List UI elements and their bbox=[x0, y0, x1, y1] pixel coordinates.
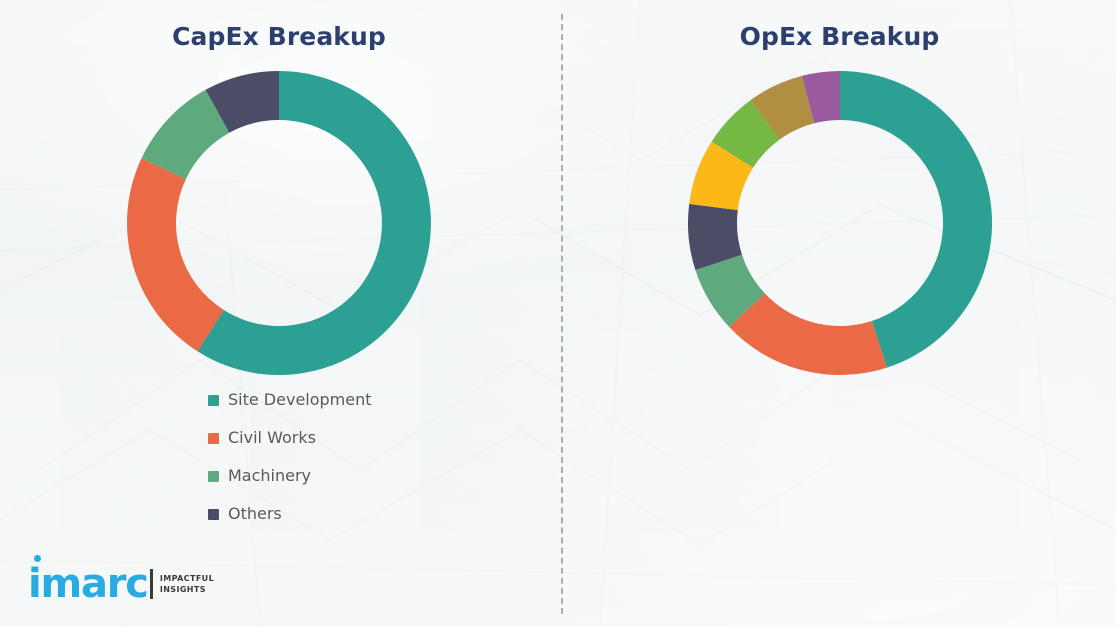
opex-slice-transportation[interactable] bbox=[688, 141, 753, 211]
logo-tagline-line2: INSIGHTS bbox=[159, 585, 206, 594]
logo-tagline-line1: IMPACTFUL bbox=[159, 574, 215, 583]
legend-swatch-civil-works bbox=[208, 432, 219, 444]
vertical-dashed-divider bbox=[561, 14, 563, 614]
legend-label-civil-works: Civil Works bbox=[228, 428, 316, 447]
legend-item-others[interactable]: Others bbox=[208, 506, 372, 522]
capex-slice-civil-works[interactable] bbox=[127, 158, 224, 352]
legend-label-machinery: Machinery bbox=[228, 466, 312, 485]
logo-divider-bar bbox=[149, 569, 153, 599]
opex-donut-chart bbox=[687, 71, 992, 375]
opex-slice-depreciation[interactable] bbox=[750, 75, 814, 140]
capex-donut-chart bbox=[127, 70, 431, 375]
opex-slice-overheads[interactable] bbox=[711, 100, 779, 168]
opex-panel: OpEx Breakup bbox=[563, 0, 1116, 627]
opex-slice-taxes[interactable] bbox=[694, 254, 765, 327]
legend-swatch-others bbox=[208, 508, 219, 520]
capex-slice-site-development[interactable] bbox=[197, 71, 431, 375]
capex-slice-others[interactable] bbox=[205, 70, 279, 133]
capex-chart-title: CapEx Breakup bbox=[172, 22, 386, 51]
opex-slice-raw-materials[interactable] bbox=[839, 71, 992, 368]
imarc-logo: imarc IMPACTFUL INSIGHTS bbox=[28, 555, 214, 607]
logo-mark: imarc bbox=[28, 555, 149, 607]
logo-dot-icon bbox=[34, 555, 41, 562]
legend-label-others: Others bbox=[228, 504, 282, 523]
legend-item-site-development[interactable]: Site Development bbox=[208, 392, 372, 408]
opex-slice-salaries-and-wages[interactable] bbox=[728, 293, 887, 375]
capex-legend: Site Development Civil Works Machinery O… bbox=[208, 392, 372, 544]
opex-slice-utility[interactable] bbox=[687, 203, 742, 270]
capex-slice-machinery[interactable] bbox=[141, 89, 230, 180]
legend-item-machinery[interactable]: Machinery bbox=[208, 468, 372, 484]
legend-item-civil-works[interactable]: Civil Works bbox=[208, 430, 372, 446]
logo-wordmark: imarc bbox=[28, 561, 149, 607]
opex-chart-title: OpEx Breakup bbox=[739, 22, 940, 51]
legend-swatch-machinery bbox=[208, 470, 219, 482]
opex-slice-others[interactable] bbox=[801, 71, 840, 124]
legend-label-site-development: Site Development bbox=[228, 390, 372, 409]
capex-panel: CapEx Breakup Site Development bbox=[0, 22, 558, 544]
capex-donut-wrap bbox=[0, 68, 558, 380]
legend-swatch-site-development bbox=[208, 394, 219, 406]
logo-tagline: IMPACTFUL INSIGHTS bbox=[160, 573, 214, 595]
opex-donut-wrap bbox=[563, 68, 1116, 380]
